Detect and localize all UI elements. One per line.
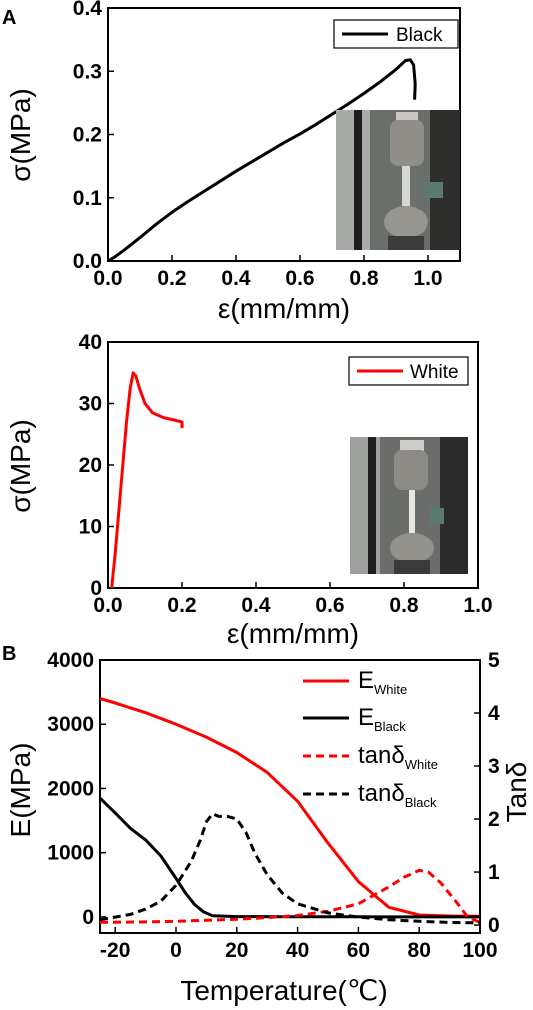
x-tick-label: -20 <box>100 939 130 962</box>
plot-frame <box>99 659 481 934</box>
x-tick-label: 60 <box>347 939 370 962</box>
black-stress-strain-chart: 0.0 0.2 0.4 0.6 0.8 1.0 0.0 0.1 0.2 0.3 0.4 Black… <box>5 0 461 324</box>
y-tick-label: 4000 <box>47 649 94 672</box>
x-tick-label: 0.8 <box>389 594 419 617</box>
x-tick-label: 80 <box>408 939 431 962</box>
y2-tick-label: 5 <box>488 649 500 672</box>
y2-tick-label: 4 <box>488 702 500 725</box>
y-tick-label: 0.2 <box>73 124 102 147</box>
x-tick-label: 0.8 <box>349 267 379 290</box>
y-ticks-left: 0 1000 2000 3000 4000 <box>47 649 106 929</box>
y-tick-label: 3000 <box>47 713 94 736</box>
x-tick-label: 0.2 <box>157 267 186 290</box>
y-tick-label: 40 <box>79 331 102 354</box>
legend: White <box>348 356 469 386</box>
x-tick-label: 100 <box>462 939 497 962</box>
legend-label-e-black: EBlack <box>358 704 406 734</box>
y-tick-label: 2000 <box>47 777 94 800</box>
y-axis-label-left: E(MPa) <box>5 743 36 838</box>
y-tick-label: 0.3 <box>73 60 102 83</box>
series-line-0 <box>110 371 184 589</box>
inset-photo <box>350 437 468 574</box>
x-axis-label: ε(mm/mm) <box>227 618 359 649</box>
y-tick-label: 0 <box>90 577 102 600</box>
x-tick-label: 0.0 <box>93 267 122 290</box>
y-tick-label: 20 <box>79 454 102 477</box>
y2-tick-label: 3 <box>488 755 500 778</box>
x-ticks: -20 0 20 40 60 80 100 <box>100 927 498 962</box>
y-tick-label: 0.1 <box>73 187 103 210</box>
x-tick-label: 1.0 <box>413 267 442 290</box>
x-axis-label: Temperature(℃) <box>180 975 387 1006</box>
y-axis-label-right: Tanδ <box>501 762 532 823</box>
series-line-2 <box>99 868 481 924</box>
x-tick-label: 0.2 <box>167 594 196 617</box>
y2-tick-label: 2 <box>488 808 500 831</box>
y-tick-label: 0.4 <box>73 0 103 20</box>
inset-photo <box>336 110 460 250</box>
y-tick-label: 0.0 <box>73 250 102 273</box>
y-tick-label: 30 <box>79 393 102 416</box>
x-tick-label: 0.4 <box>241 594 271 617</box>
legend-label-e-white: EWhite <box>358 667 407 697</box>
y2-tick-label: 1 <box>488 861 500 884</box>
x-tick-label: 0.6 <box>315 594 344 617</box>
x-tick-label: 0.6 <box>285 267 314 290</box>
x-tick-label: 0.0 <box>93 594 122 617</box>
y-ticks-right: 0 1 2 3 4 5 <box>474 649 500 937</box>
y-axis-label: σ(MPa) <box>5 88 36 182</box>
x-tick-label: 40 <box>286 939 309 962</box>
x-axis-label: ε(mm/mm) <box>218 293 350 324</box>
series-line-3 <box>99 812 481 925</box>
legend-label-tan-white: tanδWhite <box>358 742 438 772</box>
y-tick-label: 1000 <box>47 842 94 865</box>
dma-chart: -20 0 20 40 60 80 100 0 1000 2000 3000 4000 0 1 2 3 4 5… <box>5 649 532 1006</box>
y-ticks: 0 10 20 30 40 <box>79 331 114 600</box>
x-ticks: 0.0 0.2 0.4 0.6 0.8 1.0 <box>93 582 493 617</box>
x-tick-label: 1.0 <box>463 594 492 617</box>
legend: Black <box>333 19 459 49</box>
y-tick-label: 10 <box>79 516 102 539</box>
y-tick-label: 0 <box>82 906 94 929</box>
data-lines <box>98 697 481 925</box>
y-axis-label: σ(MPa) <box>5 419 36 513</box>
y-ticks: 0.0 0.1 0.2 0.3 0.4 <box>73 0 114 273</box>
legend-label-black: Black <box>396 25 443 46</box>
series-line-0 <box>107 58 417 263</box>
x-tick-label: 0.4 <box>221 267 251 290</box>
x-tick-label: 20 <box>225 939 248 962</box>
legend: EWhite EBlack tanδWhite tanδBlack <box>303 667 438 810</box>
series-line-0 <box>99 697 481 918</box>
white-stress-strain-chart: 0.0 0.2 0.4 0.6 0.8 1.0 0 10 20 30 40 White ε(mm/… <box>5 331 493 649</box>
data-lines <box>107 58 417 263</box>
x-ticks: 0.0 0.2 0.4 0.6 0.8 1.0 <box>93 255 443 290</box>
panel-label-b: B <box>2 643 16 665</box>
legend-label-white: White <box>410 362 459 383</box>
data-lines <box>110 371 184 589</box>
x-tick-label: 0 <box>170 939 182 962</box>
panel-label-a: A <box>2 7 16 29</box>
legend-label-tan-black: tanδBlack <box>358 780 437 810</box>
y2-tick-label: 0 <box>488 914 500 937</box>
